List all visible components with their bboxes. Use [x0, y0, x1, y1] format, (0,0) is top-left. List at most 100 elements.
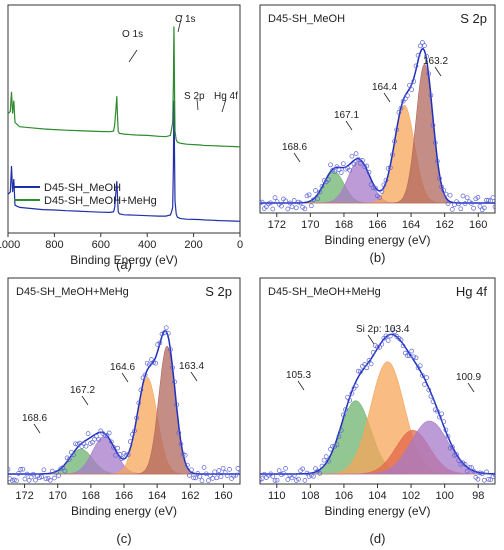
- peak-label-arrow: [434, 66, 442, 77]
- peak-label: 105.3: [286, 370, 311, 381]
- data-point: [434, 158, 440, 164]
- x-tick-label: 110: [268, 490, 286, 502]
- data-point: [437, 176, 442, 181]
- data-point: [206, 478, 211, 483]
- data-point: [326, 458, 331, 464]
- data-point: [117, 452, 123, 457]
- envelope-fit: [8, 329, 240, 475]
- peak-label-arrow: [467, 382, 475, 393]
- data-point: [343, 407, 348, 412]
- data-point: [426, 387, 432, 393]
- region-label: S 2p: [205, 284, 232, 299]
- data-point: [142, 372, 148, 378]
- data-point: [347, 398, 353, 403]
- peak-label: 167.2: [70, 385, 95, 396]
- data-point: [334, 164, 340, 170]
- data-point: [41, 467, 47, 473]
- data-point: [311, 473, 316, 479]
- data-point: [260, 199, 265, 205]
- data-point: [381, 182, 387, 188]
- data-point: [49, 468, 55, 474]
- peak-label: 164.4: [372, 82, 397, 93]
- data-point: [304, 470, 310, 476]
- data-point: [488, 198, 494, 204]
- data-point: [233, 472, 239, 478]
- data-point: [20, 466, 26, 472]
- peak-label: 167.1: [334, 110, 359, 121]
- plot-frame: [7, 4, 241, 234]
- data-point: [373, 185, 378, 191]
- data-point: [149, 357, 154, 362]
- data-point: [289, 204, 295, 210]
- legend-entry: D45-SH_MeOH: [44, 182, 121, 194]
- data-point: [136, 400, 142, 406]
- data-point: [289, 475, 295, 481]
- annotation-arrow: [128, 49, 138, 63]
- annotation-arrow: [221, 98, 227, 113]
- data-point: [68, 449, 74, 455]
- data-point: [285, 206, 291, 212]
- data-point: [11, 477, 17, 483]
- x-tick-label: 170: [49, 490, 67, 502]
- data-point: [370, 350, 376, 355]
- data-point: [383, 177, 389, 183]
- data-point: [182, 452, 188, 458]
- data-point: [108, 439, 114, 445]
- data-point: [66, 456, 72, 462]
- data-point: [317, 189, 323, 195]
- x-axis-label: Binding energy (eV): [324, 504, 430, 518]
- peak-label: Si 2p: 103.4: [356, 324, 410, 335]
- data-point: [420, 373, 425, 378]
- data-point: [60, 465, 66, 471]
- x-tick-label: 102: [402, 490, 420, 502]
- data-point: [402, 350, 408, 356]
- data-point: [484, 469, 489, 475]
- data-point: [379, 341, 385, 347]
- data-point: [338, 428, 344, 433]
- data-point: [201, 465, 207, 470]
- peak-label-arrow: [293, 152, 301, 163]
- data-point: [33, 477, 38, 483]
- data-point: [490, 195, 495, 201]
- x-tick-label: 106: [335, 490, 353, 502]
- data-point: [426, 71, 432, 77]
- x-tick-label: 168: [335, 219, 353, 231]
- data-point: [340, 161, 346, 167]
- data-point: [443, 427, 449, 433]
- data-point: [184, 462, 190, 468]
- data-point: [56, 473, 61, 478]
- data-point: [471, 205, 476, 211]
- data-point: [422, 382, 427, 387]
- data-point: [285, 477, 291, 482]
- data-point: [460, 193, 466, 199]
- data-point: [37, 475, 42, 481]
- data-point: [106, 430, 112, 436]
- data-point: [430, 122, 436, 128]
- data-point: [347, 167, 353, 173]
- data-point: [362, 164, 368, 170]
- data-point: [479, 471, 485, 477]
- x-tick-label: 100: [435, 490, 453, 502]
- data-point: [492, 472, 495, 478]
- data-point: [176, 430, 182, 436]
- data-point: [481, 205, 487, 211]
- data-point: [358, 369, 363, 375]
- data-point: [319, 463, 325, 469]
- data-point: [334, 442, 340, 448]
- data-point: [407, 82, 412, 88]
- data-point: [396, 110, 402, 115]
- data-point: [452, 453, 457, 458]
- data-point: [268, 200, 274, 206]
- data-point: [24, 471, 30, 477]
- data-point: [317, 471, 323, 476]
- data-point: [445, 201, 451, 206]
- data-point: [174, 402, 180, 408]
- data-point: [477, 470, 483, 476]
- data-point: [349, 390, 355, 396]
- data-point: [340, 412, 346, 418]
- data-point: [210, 476, 215, 481]
- data-point: [456, 458, 462, 463]
- data-point: [218, 474, 224, 480]
- data-point: [321, 457, 327, 463]
